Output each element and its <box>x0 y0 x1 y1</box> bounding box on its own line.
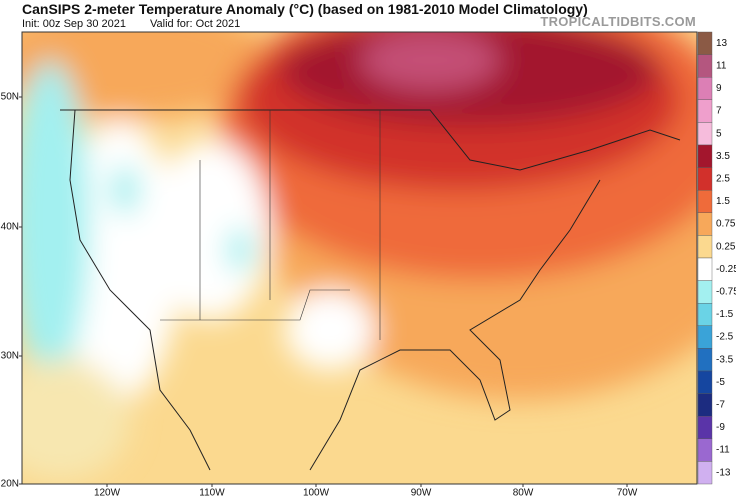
colorbar-box <box>697 393 713 417</box>
lat-label: 50N <box>1 92 19 103</box>
lon-label: 70W <box>617 488 638 499</box>
colorbar-label: 5 <box>716 128 722 139</box>
colorbar-box <box>697 370 713 394</box>
anomaly-field <box>22 32 697 484</box>
valid-time: Valid for: Oct 2021 <box>150 18 241 30</box>
lon-label: 90W <box>411 488 432 499</box>
colorbar-label: -3.5 <box>716 354 734 365</box>
colorbar-box <box>697 167 713 191</box>
colorbar-box <box>697 31 713 55</box>
lon-label: 110W <box>199 488 225 499</box>
colorbar-box <box>697 122 713 146</box>
map-title: CanSIPS 2-meter Temperature Anomaly (°C)… <box>22 1 588 17</box>
colorbar-label: 3.5 <box>716 151 730 162</box>
colorbar-box <box>697 212 713 236</box>
lat-label: 40N <box>1 222 19 233</box>
colorbar-box <box>697 189 713 213</box>
colorbar-label: 7 <box>716 106 722 117</box>
colorbar-label: -0.75 <box>716 287 736 298</box>
colorbar-box <box>697 461 713 485</box>
colorbar-label: 0.75 <box>716 219 736 230</box>
colorbar-label: -1.5 <box>716 309 734 320</box>
colorbar-box <box>697 99 713 123</box>
colorbar-label: 1.5 <box>716 196 730 207</box>
colorbar-box <box>697 325 713 349</box>
colorbar-label: -13 <box>716 467 731 478</box>
colorbar-box <box>697 76 713 100</box>
colorbar-label: -11 <box>716 445 730 456</box>
init-time: Init: 00z Sep 30 2021 <box>22 18 126 30</box>
colorbar-label: -2.5 <box>716 332 734 343</box>
site-name: TROPICALTIDBITS.COM <box>540 14 696 29</box>
colorbar-label: -7 <box>716 400 725 411</box>
lat-label: 20N <box>1 479 19 490</box>
colorbar-label: 9 <box>716 83 722 94</box>
colorbar-box <box>697 348 713 372</box>
lon-label: 80W <box>513 488 534 499</box>
colorbar-box <box>697 54 713 78</box>
colorbar-label: 2.5 <box>716 174 730 185</box>
colorbar-label: -0.25 <box>716 264 736 275</box>
colorbar-box <box>697 144 713 168</box>
lat-label: 30N <box>1 351 19 362</box>
colorbar-label: 13 <box>716 38 728 49</box>
lon-label: 100W <box>303 488 330 499</box>
colorbar-label: -9 <box>716 422 725 433</box>
colorbar-label: 11 <box>716 61 727 72</box>
colorbar-box <box>697 303 713 327</box>
lon-label: 120W <box>94 488 121 499</box>
colorbar-box <box>697 438 713 462</box>
colorbar-label: -5 <box>716 377 725 388</box>
colorbar-box <box>697 280 713 304</box>
colorbar-box <box>697 235 713 259</box>
colorbar-label: 0.25 <box>716 241 736 252</box>
colorbar-box <box>697 416 713 440</box>
colorbar-box <box>697 257 713 281</box>
